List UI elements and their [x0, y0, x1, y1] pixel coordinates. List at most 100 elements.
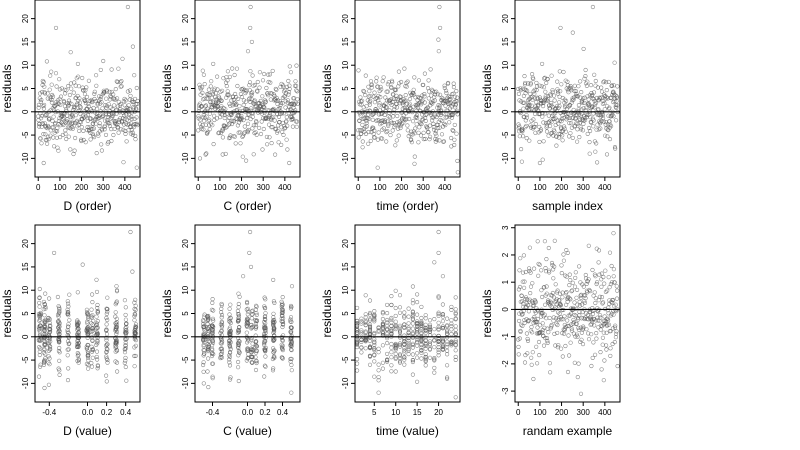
data-point — [516, 287, 521, 292]
data-point — [442, 85, 447, 91]
x-tick-label: 0 — [516, 408, 521, 417]
data-point — [229, 112, 234, 117]
data-point — [56, 320, 61, 325]
data-point — [451, 85, 456, 90]
y-tick-label: 5 — [181, 311, 190, 316]
data-point — [589, 120, 594, 125]
data-point — [402, 341, 407, 347]
data-point — [39, 97, 44, 103]
data-point — [372, 332, 377, 337]
data-point — [124, 139, 129, 144]
data-point — [546, 97, 551, 102]
data-point — [416, 130, 421, 135]
data-point — [134, 165, 139, 170]
data-point — [54, 102, 59, 107]
data-point — [46, 316, 51, 321]
data-point — [133, 297, 138, 302]
data-point — [66, 313, 71, 318]
data-point — [42, 313, 47, 318]
data-point — [453, 105, 458, 110]
data-point — [415, 355, 420, 360]
data-point — [527, 266, 532, 271]
y-tick-label: 20 — [181, 14, 190, 23]
y-axis-label: residuals — [320, 64, 334, 112]
data-point — [541, 139, 546, 144]
data-point — [423, 115, 428, 120]
data-point — [544, 257, 549, 262]
data-point — [551, 295, 557, 300]
data-point — [201, 324, 206, 329]
data-point — [397, 352, 403, 357]
data-point — [546, 113, 551, 118]
data-point — [397, 305, 403, 310]
data-point — [104, 349, 109, 354]
data-point — [369, 82, 374, 87]
data-point — [84, 94, 90, 99]
data-point — [263, 364, 268, 369]
data-point — [42, 324, 47, 329]
data-point — [520, 127, 525, 132]
data-point — [76, 74, 81, 79]
data-point — [567, 283, 572, 288]
data-point — [53, 71, 59, 76]
data-point — [227, 306, 232, 311]
data-point — [544, 125, 549, 130]
data-point — [438, 92, 443, 97]
data-point — [410, 301, 415, 306]
data-point — [556, 343, 561, 348]
data-point — [288, 70, 293, 75]
data-point — [43, 113, 48, 118]
data-point — [372, 337, 377, 342]
data-point — [250, 355, 255, 360]
data-point — [225, 89, 230, 94]
data-point — [423, 118, 428, 123]
data-point — [594, 127, 599, 132]
data-point — [66, 84, 71, 89]
data-point — [210, 300, 215, 305]
data-point — [409, 129, 414, 134]
data-point — [108, 95, 114, 100]
data-point — [402, 346, 407, 351]
data-point — [127, 107, 132, 112]
data-point — [393, 351, 398, 356]
data-point — [367, 353, 373, 358]
data-point — [240, 87, 245, 92]
data-point — [125, 4, 130, 10]
data-point — [52, 144, 57, 149]
data-point — [397, 335, 403, 340]
data-point — [236, 113, 241, 118]
data-point — [406, 314, 411, 319]
data-point — [548, 93, 553, 98]
data-point — [265, 91, 270, 96]
data-point — [363, 73, 368, 78]
data-point — [65, 299, 70, 304]
data-point — [613, 308, 618, 313]
data-point — [114, 300, 119, 305]
data-point — [540, 114, 545, 119]
data-point — [591, 118, 596, 123]
data-point — [271, 330, 276, 335]
data-point — [385, 129, 390, 134]
data-point — [546, 245, 551, 251]
x-tick-label: -0.4 — [42, 408, 56, 417]
data-point — [200, 85, 205, 90]
data-point — [608, 346, 613, 351]
data-point — [593, 274, 598, 279]
data-point — [47, 320, 52, 325]
data-point — [55, 145, 60, 150]
data-point — [227, 115, 232, 121]
data-point — [355, 357, 360, 362]
data-point — [47, 347, 52, 352]
data-point — [67, 341, 72, 346]
data-point — [576, 361, 581, 366]
data-point — [89, 364, 95, 369]
data-point — [133, 307, 138, 312]
data-point — [598, 315, 603, 320]
data-point — [64, 113, 70, 118]
data-point — [227, 360, 232, 365]
data-point — [602, 101, 607, 106]
data-point — [566, 313, 571, 318]
data-point — [388, 115, 393, 120]
data-point — [427, 123, 432, 128]
y-tick-label: 0 — [501, 307, 510, 312]
